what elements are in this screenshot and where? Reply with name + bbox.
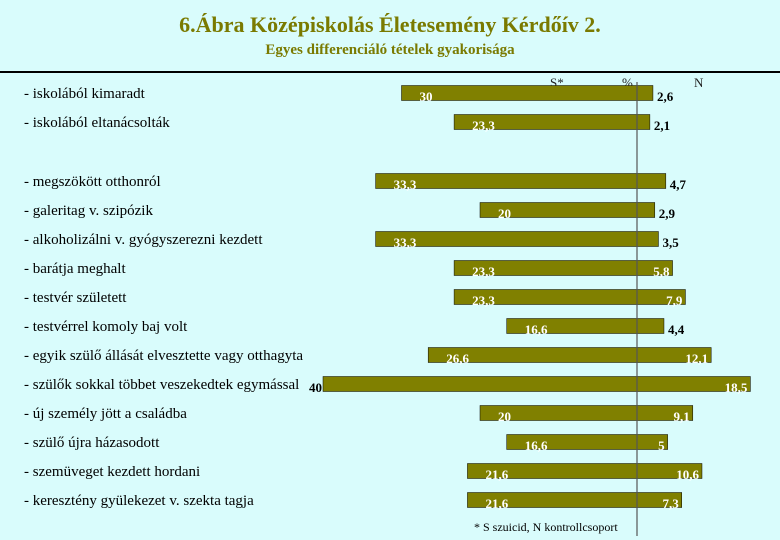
category-label: - alkoholizálni v. gyógyszerezni kezdett [24,232,263,248]
s-value-label: 23,3 [472,264,495,279]
s-value-label: 16,6 [525,322,548,337]
n-value-label: 5 [658,438,665,453]
s-value-label: 21,6 [485,496,508,511]
n-value-label: 18,5 [725,380,748,395]
n-value-label: 3,5 [662,235,679,250]
n-value-label: 4,7 [670,177,687,192]
n-bar [636,114,651,130]
title-rule [0,71,780,73]
category-label: - testvérrel komoly baj volt [24,319,188,335]
category-label: - iskolából eltanácsolták [24,115,170,131]
s-value-label: 40 [309,380,322,395]
category-label: - keresztény gyülekezet v. szekta tagja [24,493,254,509]
s-value-label: 33,3 [394,235,417,250]
category-label: - barátja meghalt [24,261,126,277]
category-label: - szülő újra házasodott [24,435,160,451]
s-value-label: 20 [498,409,511,424]
s-value-label: 23,3 [472,293,495,308]
n-value-label: 7,3 [662,496,679,511]
n-bar [636,85,654,101]
category-label: - megszökött otthonról [24,174,161,190]
header-percent: % [622,75,633,90]
s-value-label: 16,6 [525,438,548,453]
n-value-label: 12,1 [685,351,708,366]
category-label: - szemüveget kezdett hordani [24,464,200,480]
s-value-label: 33,3 [394,177,417,192]
n-value-label: 2,9 [659,206,676,221]
category-label: - új személy jött a családba [24,406,187,422]
n-value-label: 2,1 [654,118,670,133]
n-value-label: 4,4 [668,322,685,337]
s-value-label: 21,6 [485,467,508,482]
n-bar [636,231,659,247]
category-label: - szülők sokkal többet veszekedtek egymá… [24,377,299,393]
n-bar [636,173,667,189]
category-label: - testvér született [24,290,127,306]
chart-subtitle: Egyes differenciáló tételek gyakorisága [265,42,515,58]
header-n: N [694,75,704,90]
category-label: - galeritag v. szipózik [24,203,153,219]
s-value-label: 23,3 [472,118,495,133]
s-value-label: 20 [498,206,511,221]
category-label: - iskolából kimaradt [24,86,146,102]
s-bar [322,376,638,392]
n-value-label: 7,9 [666,293,683,308]
n-bar [636,202,656,218]
category-label: - egyik szülő állását elvesztette vagy o… [24,348,303,364]
n-value-label: 5,8 [653,264,670,279]
s-value-label: 26,6 [446,351,469,366]
n-value-label: 9,1 [674,409,690,424]
footnote: * S szuicid, N kontrollcsoport [474,520,618,534]
n-value-label: 2,6 [657,89,674,104]
chart-title: 6.Ábra Középiskolás Életesemény Kérdőív … [179,12,601,37]
n-value-label: 10,6 [676,467,699,482]
n-bar [636,318,665,334]
s-bar [401,85,638,101]
s-value-label: 30 [420,89,433,104]
